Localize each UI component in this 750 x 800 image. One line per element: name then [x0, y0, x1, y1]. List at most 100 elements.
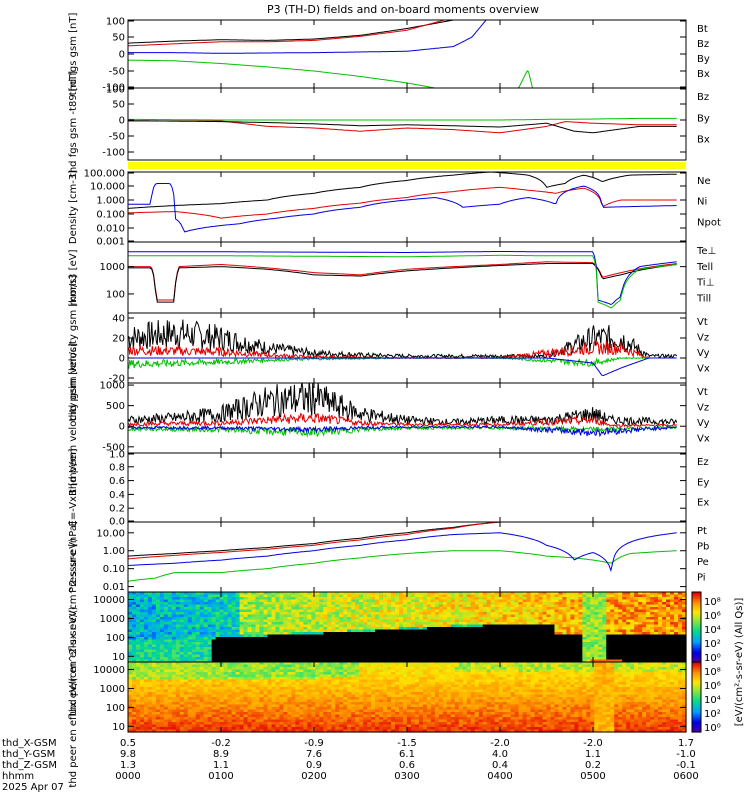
spectrogram-cell — [422, 637, 428, 641]
spectrogram-cell — [215, 709, 221, 713]
spectrogram-cell — [171, 724, 177, 728]
spectrogram-cell — [215, 684, 221, 688]
spectrogram-cell — [163, 634, 169, 638]
spectrogram-cell — [191, 639, 197, 643]
spectrogram-cell — [478, 622, 484, 626]
spectrogram-cell — [558, 652, 564, 656]
spectrogram-cell — [430, 652, 436, 656]
spectrogram-cell — [147, 622, 153, 626]
spectrogram-cell — [422, 639, 428, 643]
spectrogram-cell — [227, 634, 233, 638]
y-tick-label: 0.6 — [109, 476, 125, 487]
spectrogram-cell — [343, 639, 348, 643]
spectrogram-cell — [630, 624, 635, 628]
spectrogram-cell — [614, 604, 619, 608]
spectrogram-cell — [247, 649, 253, 653]
spectrogram-cell — [295, 624, 300, 628]
spectrogram-cell — [646, 594, 651, 598]
spectrogram-cell — [650, 639, 655, 643]
spectrogram-cell — [299, 649, 304, 653]
spectrogram-cell — [466, 612, 472, 616]
spectrogram-cell — [191, 597, 197, 601]
panel-frame — [127, 312, 687, 384]
spectrogram-cell — [311, 652, 316, 656]
spectrogram-cell — [211, 674, 217, 678]
spectrogram-cell — [179, 607, 185, 611]
spectrogram-cell — [243, 622, 249, 626]
spectrogram-cell — [442, 632, 448, 636]
spectrogram-cell — [139, 597, 145, 601]
spectrogram-cell — [359, 654, 364, 658]
spectrogram-cell — [128, 674, 133, 678]
spectrogram-cell — [343, 632, 348, 636]
spectrogram-cell — [375, 637, 380, 641]
spectrogram-cell — [650, 659, 655, 663]
spectrogram-cell — [275, 627, 281, 631]
colorbar-cell — [692, 592, 701, 595]
spectrogram-cell — [259, 624, 265, 628]
spectrogram-cell — [243, 607, 249, 611]
spectrogram-cell — [566, 634, 572, 638]
spectrogram-cell — [442, 594, 448, 598]
spectrogram-cell — [171, 634, 177, 638]
spectrogram-cell — [578, 654, 583, 658]
spectrogram-cell — [343, 622, 348, 626]
spectrogram-cell — [518, 604, 524, 608]
spectrogram-cell — [303, 652, 308, 656]
spectrogram-cell — [458, 592, 464, 596]
spectrogram-cell — [207, 707, 213, 711]
spectrogram-cell — [410, 592, 416, 596]
spectrogram-cell — [618, 649, 623, 653]
spectrogram-cell — [147, 729, 153, 733]
spectrogram-cell — [223, 597, 229, 601]
spectrogram-cell — [466, 617, 472, 621]
spectrogram-cell — [371, 627, 376, 631]
spectrogram-cell — [219, 707, 225, 711]
spectrogram-cell — [275, 607, 281, 611]
spectrogram-cell — [351, 597, 356, 601]
spectrogram-cell — [646, 629, 651, 633]
spectrogram-cell — [207, 664, 213, 668]
spectrogram-cell — [271, 592, 277, 596]
spectrogram-cell — [478, 634, 484, 638]
spectrogram-cell — [395, 627, 400, 631]
spectrogram-cell — [646, 652, 651, 656]
spectrogram-cell — [267, 597, 273, 601]
colorbar-cell — [692, 634, 701, 637]
spectrogram-cell — [351, 624, 356, 628]
spectrogram-cell — [506, 599, 512, 603]
spectrogram-cell — [219, 702, 225, 706]
spectrogram-cell — [155, 657, 161, 661]
spectrogram-cell — [542, 654, 548, 658]
spectrogram-cell — [183, 592, 189, 596]
spectrogram-cell — [594, 597, 599, 601]
spectrogram-cell — [574, 624, 579, 628]
spectrogram-cell — [223, 692, 229, 696]
spectrogram-cell — [538, 594, 544, 598]
spectrogram-cell — [418, 602, 424, 606]
spectrogram-cell — [538, 599, 544, 603]
spectrogram-cell — [183, 689, 189, 693]
spectrogram-cell — [135, 679, 141, 683]
spectrogram-cell — [430, 607, 436, 611]
spectrogram-cell — [606, 612, 611, 616]
spectrogram-cell — [554, 629, 560, 633]
spectrogram-cell — [418, 592, 424, 596]
spectrogram-cell — [526, 647, 532, 651]
spectrogram-cell — [622, 634, 627, 638]
spectrogram-cell — [147, 702, 153, 706]
spectrogram-cell — [558, 632, 564, 636]
spectrogram-cell — [474, 647, 480, 651]
spectrogram-cell — [195, 699, 201, 703]
spectrogram-cell — [179, 624, 185, 628]
spectrogram-cell — [538, 609, 544, 613]
spectrogram-cell — [295, 654, 300, 658]
spectrogram-cell — [494, 632, 500, 636]
spectrogram-cell — [339, 619, 344, 623]
spectrogram-cell — [283, 657, 289, 661]
spectrogram-cell — [203, 659, 209, 663]
spectrogram-cell — [128, 592, 133, 596]
y-tick-label: 0 — [119, 50, 125, 61]
spectrogram-cell — [223, 634, 229, 638]
spectrogram-cell — [578, 637, 583, 641]
